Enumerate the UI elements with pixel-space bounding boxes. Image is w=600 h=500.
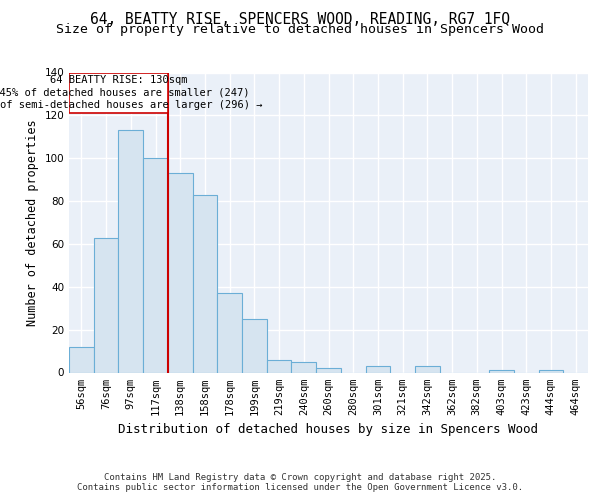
Bar — [94, 238, 118, 372]
Text: Contains public sector information licensed under the Open Government Licence v3: Contains public sector information licen… — [77, 484, 523, 492]
Bar — [365, 366, 390, 372]
Y-axis label: Number of detached properties: Number of detached properties — [26, 119, 39, 326]
Bar — [539, 370, 563, 372]
Text: Contains HM Land Registry data © Crown copyright and database right 2025.: Contains HM Land Registry data © Crown c… — [104, 472, 496, 482]
Bar — [267, 360, 292, 372]
Bar — [292, 362, 316, 372]
Bar — [69, 72, 168, 113]
Text: 64, BEATTY RISE, SPENCERS WOOD, READING, RG7 1FQ: 64, BEATTY RISE, SPENCERS WOOD, READING,… — [90, 12, 510, 28]
Bar — [168, 173, 193, 372]
Bar — [415, 366, 440, 372]
X-axis label: Distribution of detached houses by size in Spencers Wood: Distribution of detached houses by size … — [119, 423, 539, 436]
Text: 55% of semi-detached houses are larger (296) →: 55% of semi-detached houses are larger (… — [0, 100, 262, 110]
Text: Size of property relative to detached houses in Spencers Wood: Size of property relative to detached ho… — [56, 22, 544, 36]
Text: ← 45% of detached houses are smaller (247): ← 45% of detached houses are smaller (24… — [0, 88, 250, 98]
Bar — [242, 319, 267, 372]
Bar — [489, 370, 514, 372]
Bar — [217, 293, 242, 372]
Bar — [316, 368, 341, 372]
Bar — [193, 194, 217, 372]
Bar — [69, 347, 94, 372]
Bar — [118, 130, 143, 372]
Bar — [143, 158, 168, 372]
Text: 64 BEATTY RISE: 130sqm: 64 BEATTY RISE: 130sqm — [50, 75, 187, 85]
